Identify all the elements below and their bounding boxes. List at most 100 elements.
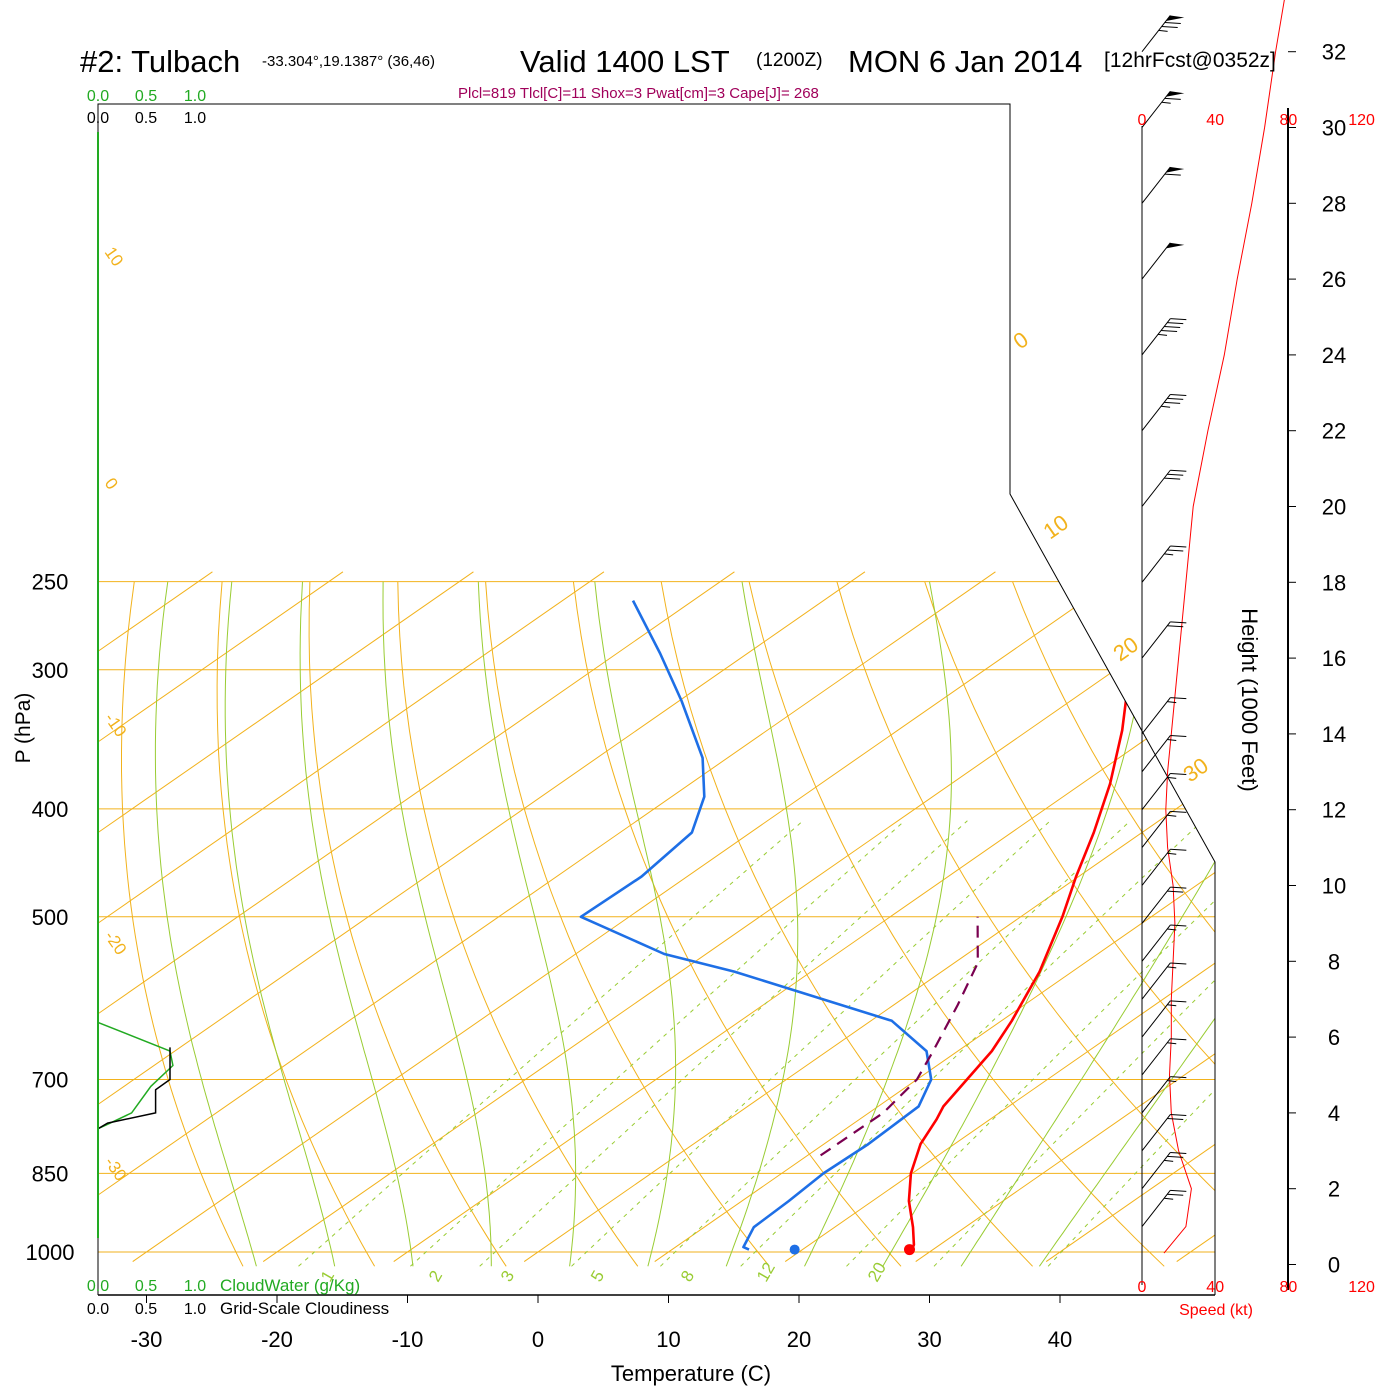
wind-barb-flag: [1167, 625, 1184, 628]
wind-barb: [1141, 469, 1187, 507]
moist-adiabat: [299, 581, 414, 1267]
moist-adiabat: [594, 581, 677, 1267]
wind-barb-flag: [1161, 25, 1178, 28]
cloudiness-legend-label: Grid-Scale Cloudiness: [220, 1299, 389, 1318]
dry-adiabat: [308, 581, 507, 1267]
height-tick-label: 30: [1322, 116, 1346, 141]
wind-barb-flag: [1170, 621, 1187, 624]
wind-barb: [1141, 1189, 1187, 1227]
x-axis-title: Temperature (C): [611, 1361, 771, 1386]
wind-barb-flag: [1164, 477, 1181, 480]
cloudwater-legend-label: CloudWater (g/Kg): [220, 1276, 360, 1295]
wind-barb-half: [1161, 101, 1171, 104]
wind-barb-flag: [1170, 697, 1187, 700]
utc-time: (1200Z): [756, 50, 823, 71]
wind-barb: [1141, 697, 1187, 735]
wind-barb: [1141, 1076, 1187, 1114]
x-tick-label: 0: [532, 1327, 544, 1352]
height-tick-label: 0: [1328, 1253, 1340, 1278]
dry-adiabat: [1364, 582, 1400, 1267]
wind-barb-half: [1157, 333, 1168, 336]
wind-barb-flag: [1164, 173, 1181, 176]
dewpoint-line: [579, 600, 933, 1251]
cloudwater-scale-top: 1.0: [184, 88, 206, 105]
wind-barb: [1141, 810, 1187, 848]
cloudiness-scale-bottom: 0.0: [87, 1301, 109, 1318]
mixing-ratio-line: [846, 820, 1215, 1267]
mixing-ratio-line: [571, 820, 1051, 1267]
surface-dewpoint-dot: [789, 1244, 800, 1255]
wind-barb: [1141, 772, 1187, 811]
wind-barb-flag: [1170, 1189, 1187, 1192]
wind-barb-flag: [1164, 401, 1181, 404]
wind-barb-half: [1167, 852, 1177, 855]
mixing-ratio-line: [660, 820, 1131, 1267]
wind-barb-flag: [1170, 886, 1187, 889]
moist-adiabat: [882, 581, 1151, 1267]
speed-axis-title: Speed (kt): [1179, 1302, 1253, 1319]
wind-barb-half: [1161, 405, 1171, 408]
cloudiness-scale-bottom: 1.0: [184, 1301, 206, 1318]
wind-barb-half: [1167, 776, 1177, 779]
wind-barb-half: [1167, 701, 1177, 704]
mixing-ratio-line: [479, 820, 968, 1267]
valid-time: Valid 1400 LST: [520, 44, 730, 79]
wind-barb-flag: [1164, 97, 1181, 100]
mixing-ratio-label: 20: [864, 1259, 890, 1285]
isotherm-line: [654, 571, 1215, 1262]
wind-barb: [1141, 1038, 1187, 1076]
wind-barb-staff: [1141, 242, 1171, 280]
wind-barb-half: [1158, 29, 1168, 32]
isotherm-label-right: 20: [1109, 632, 1143, 667]
height-tick-label: 4: [1328, 1101, 1340, 1126]
pressure-tick-label: 700: [32, 1068, 69, 1093]
surface-temperature-dot: [904, 1244, 916, 1256]
wind-barb-staff: [1141, 90, 1171, 128]
wind-barb-flag: [1170, 469, 1187, 472]
wind-barb-half: [1167, 814, 1177, 817]
mixing-ratio-line: [410, 820, 905, 1267]
sounding-indices: Plcl=819 Tlcl[C]=11 Shox=3 Pwat[cm]=3 Ca…: [458, 85, 819, 102]
isotherm-label: -10: [101, 709, 131, 740]
wind-barb-staff: [1141, 1038, 1171, 1076]
wind-barb-staff: [1141, 621, 1171, 659]
wind-barb-staff: [1141, 962, 1171, 1000]
height-tick-label: 20: [1322, 495, 1346, 520]
mixing-ratio-label: 5: [587, 1267, 608, 1285]
wind-barb-flag: [1164, 326, 1181, 329]
temperature-line: [907, 600, 1149, 1251]
wind-barb-staff: [1141, 1152, 1171, 1190]
x-tick-label: 10: [656, 1327, 680, 1352]
wind-barb-half: [1164, 1159, 1174, 1162]
height-axis-title: Height (1000 Feet): [1237, 608, 1262, 791]
wind-barb-pennant: [1166, 15, 1185, 21]
isotherm-line: [132, 571, 1127, 1262]
wind-barb: [1141, 621, 1187, 659]
isotherm-line: [98, 571, 866, 1262]
x-tick-label: -10: [392, 1327, 424, 1352]
wind-barb-flag: [1167, 322, 1184, 325]
mixing-ratio-label: 8: [677, 1267, 698, 1285]
moist-adiabat: [224, 581, 336, 1267]
wind-barb-half: [1167, 1042, 1177, 1045]
pressure-tick-label: 250: [32, 570, 69, 595]
x-tick-label: -20: [261, 1327, 293, 1352]
wind-barb-staff: [1141, 811, 1171, 848]
dry-adiabat: [485, 581, 770, 1267]
height-tick-label: 8: [1328, 949, 1340, 974]
isotherm-line: [1045, 571, 1215, 1262]
wind-barb-flag: [1167, 1155, 1184, 1158]
dry-adiabat: [572, 581, 902, 1267]
cloudiness-scale-top: 1.0: [184, 110, 206, 127]
cloudwater-scale-bottom: 0.0: [87, 1278, 109, 1295]
wind-barb-half: [1164, 553, 1174, 556]
mixing-ratio-line: [298, 820, 804, 1267]
moist-adiabat: [960, 581, 1215, 1267]
wind-barb-staff: [1141, 848, 1171, 886]
wind-barb: [1141, 1151, 1187, 1190]
moist-adiabat: [1038, 581, 1215, 1267]
height-tick-label: 6: [1328, 1025, 1340, 1050]
wind-barb: [1141, 735, 1187, 773]
plot-frame: [97, 103, 1216, 1295]
wind-barb: [1141, 166, 1185, 204]
